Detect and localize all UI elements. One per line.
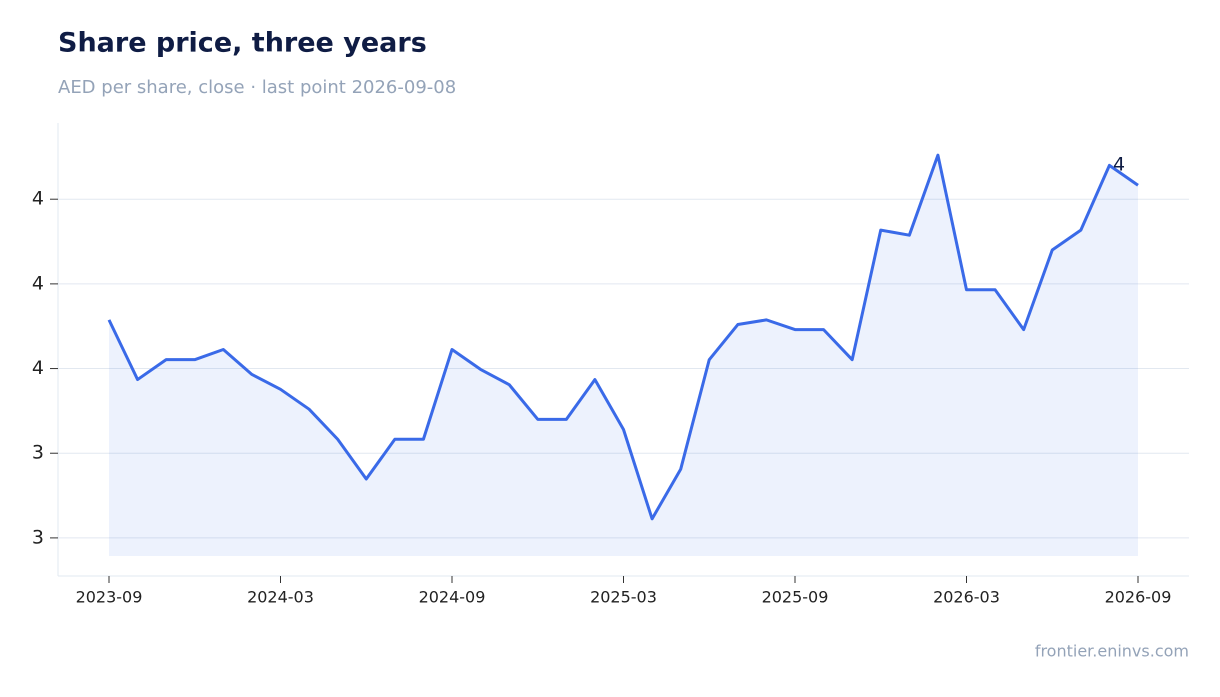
last-value-label: 4 [1113,154,1125,176]
price-line [107,153,1139,521]
y-tick-label: 4 [32,188,44,210]
source: frontier.eninvs.com [1035,642,1189,661]
x-tick-label: 2023-09 [76,588,143,607]
y-tick-label: 4 [32,357,44,379]
x-tick-label: 2024-09 [419,588,486,607]
chart-title: Share price, three years [58,28,427,59]
x-tick-label: 2026-09 [1105,588,1172,607]
y-tick-label: 3 [32,526,44,548]
x-tick-label: 2024-03 [247,588,314,607]
area [109,155,1138,556]
chart-subtitle: AED per share, close · last point 2026-0… [58,77,456,98]
x-tick-label: 2025-03 [590,588,657,607]
x-tick-label: 2025-09 [762,588,829,607]
y-tick-label: 4 [32,272,44,294]
x-tick-label: 2026-03 [933,588,1000,607]
y-tick-label: 3 [32,442,44,464]
